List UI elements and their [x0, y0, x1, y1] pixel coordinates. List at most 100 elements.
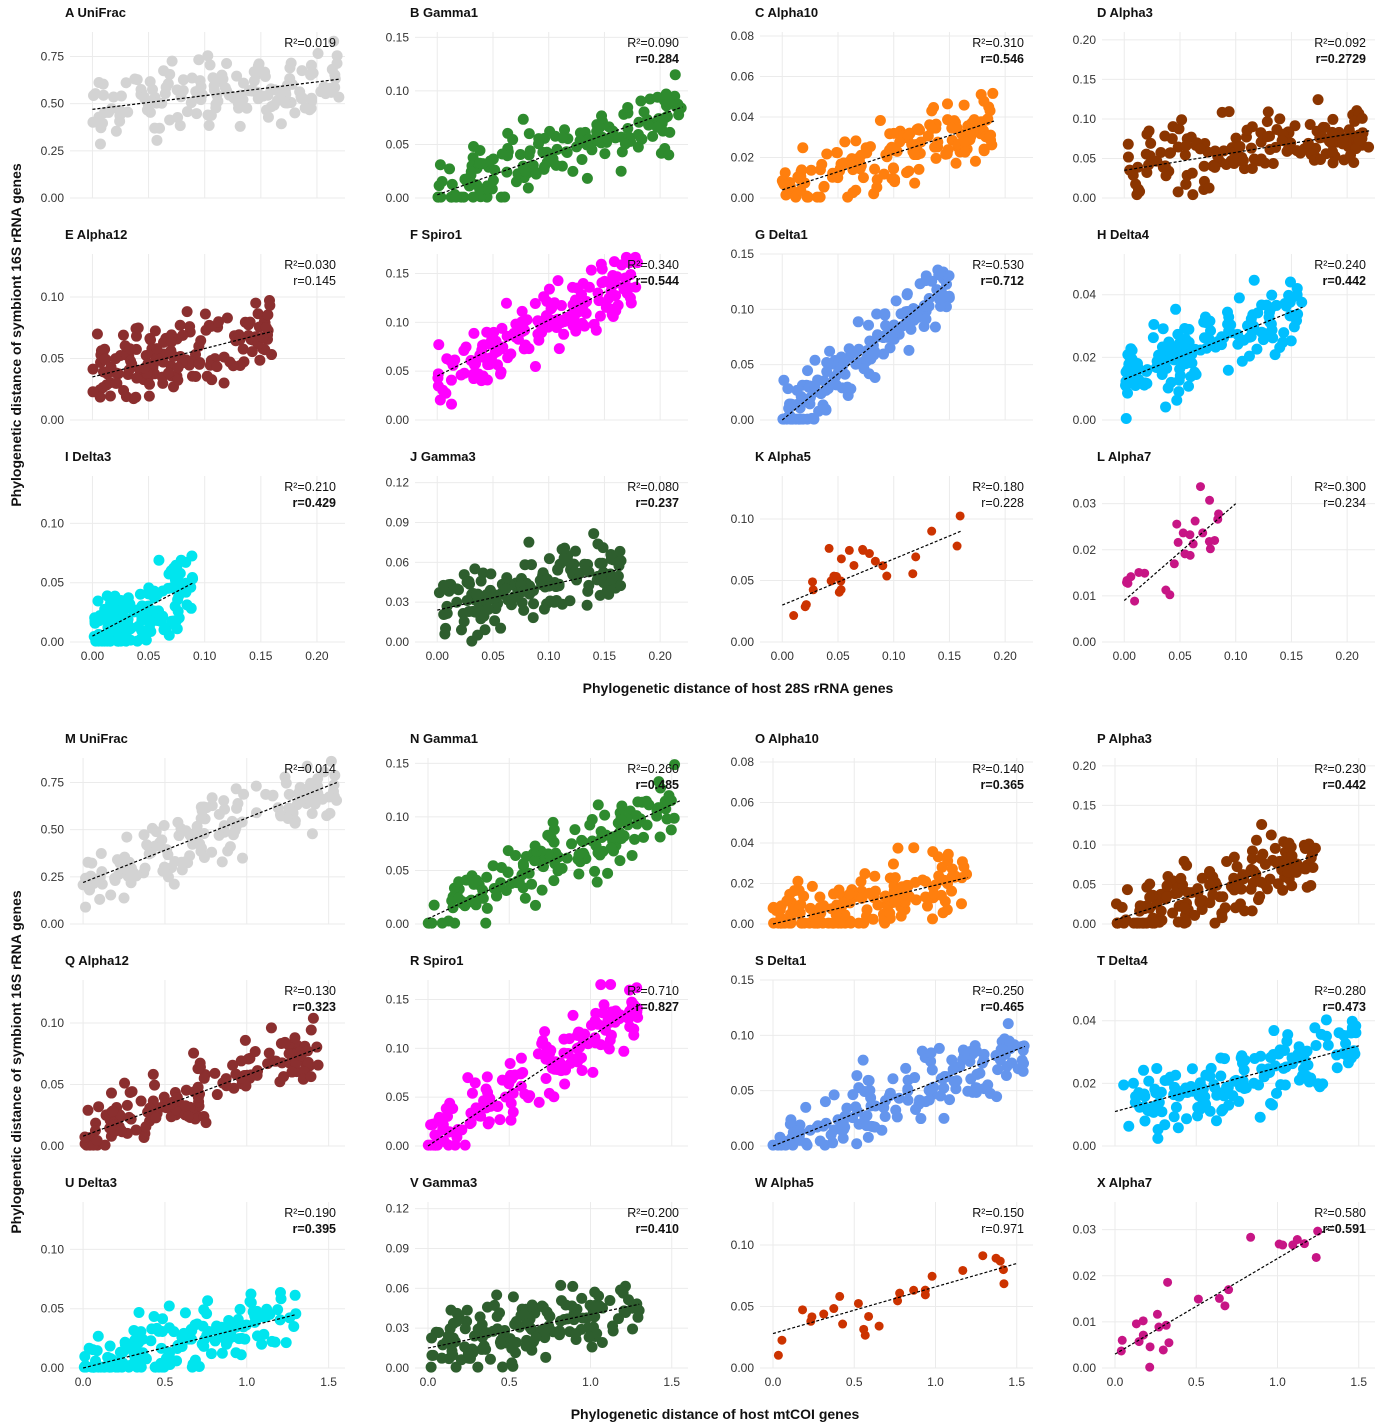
data-point	[944, 1094, 956, 1106]
data-point	[958, 99, 970, 111]
data-point	[809, 354, 821, 366]
y-tick-label: 0.06	[386, 555, 410, 569]
data-point	[447, 1317, 459, 1329]
data-point	[429, 1139, 441, 1151]
data-point	[930, 152, 942, 164]
data-point	[227, 1059, 239, 1071]
data-point	[203, 1325, 215, 1337]
data-point	[1018, 1040, 1030, 1052]
data-point	[1172, 519, 1182, 529]
data-point	[1268, 1025, 1280, 1037]
data-point	[1173, 537, 1183, 547]
data-point	[93, 77, 105, 89]
r-squared-label: R²=0.200	[627, 1206, 679, 1220]
data-point	[594, 557, 606, 569]
y-tick-label: 0.09	[386, 515, 410, 529]
data-point	[1155, 147, 1167, 159]
panel-title: J Gamma3	[410, 449, 476, 464]
y-axis-title-bottom: Phylogenetic distance of symbiont 16S rR…	[8, 890, 24, 1234]
y-tick-label: 0.00	[1073, 917, 1097, 931]
data-point	[588, 528, 600, 540]
data-point	[795, 413, 807, 425]
data-point	[518, 1308, 530, 1320]
data-point	[80, 901, 92, 913]
data-point	[851, 1070, 863, 1082]
data-point	[504, 1058, 516, 1070]
data-point	[926, 1064, 938, 1076]
data-point	[555, 1279, 567, 1291]
data-point	[524, 1322, 536, 1334]
data-point	[114, 110, 126, 122]
data-point	[781, 895, 793, 907]
data-point	[126, 1086, 138, 1098]
y-tick-label: 0.05	[386, 137, 410, 151]
data-point	[260, 788, 272, 800]
data-point	[594, 310, 606, 322]
data-point	[236, 1332, 248, 1344]
data-point	[1343, 124, 1355, 136]
data-point	[582, 1038, 594, 1050]
data-point	[166, 582, 178, 594]
data-point	[1172, 916, 1184, 928]
x-tick-label: 0.20	[993, 649, 1017, 663]
data-point	[486, 183, 498, 195]
y-tick-label: 0.03	[386, 595, 410, 609]
data-point	[244, 1296, 256, 1308]
y-tick-label: 0.20	[1073, 759, 1097, 773]
data-point	[887, 858, 899, 870]
panel-title: B Gamma1	[410, 5, 478, 20]
data-point	[216, 1347, 228, 1359]
data-point	[1144, 891, 1156, 903]
data-point	[876, 1124, 888, 1136]
data-point	[978, 95, 990, 107]
y-tick-label: 0.00	[386, 191, 410, 205]
data-point	[500, 884, 512, 896]
data-point	[533, 138, 545, 150]
data-point	[1282, 866, 1294, 878]
data-point	[1141, 881, 1153, 893]
data-point	[1238, 163, 1250, 175]
data-point	[107, 616, 119, 628]
r-value-label: r=0.395	[293, 1222, 336, 1236]
data-point	[773, 1350, 783, 1360]
y-tick-label: 0.15	[731, 247, 755, 261]
data-point	[623, 282, 635, 294]
data-point	[1203, 182, 1215, 194]
data-point	[549, 297, 561, 309]
regression-line	[437, 274, 639, 377]
data-point	[140, 1121, 152, 1133]
data-point	[491, 1289, 503, 1301]
data-point	[802, 365, 814, 377]
data-point	[978, 145, 990, 157]
data-point	[262, 309, 274, 321]
data-point	[605, 979, 617, 991]
data-point	[241, 102, 253, 114]
data-point	[207, 72, 219, 84]
data-point	[1284, 276, 1296, 288]
y-tick-label: 0.15	[386, 993, 410, 1007]
data-point	[1246, 121, 1258, 133]
data-point	[661, 813, 673, 825]
data-point	[145, 625, 157, 637]
data-point	[481, 589, 493, 601]
data-point	[1122, 151, 1134, 163]
data-point	[1267, 332, 1279, 344]
data-point	[224, 356, 236, 368]
data-point	[502, 150, 514, 162]
data-point	[955, 898, 967, 910]
data-point	[189, 1354, 201, 1366]
data-point	[176, 864, 188, 876]
regression-line	[92, 78, 340, 110]
data-point	[864, 549, 874, 559]
data-point	[82, 873, 94, 885]
data-point	[1199, 1091, 1211, 1103]
data-point	[558, 328, 570, 340]
data-point	[218, 795, 230, 807]
data-point	[886, 141, 898, 153]
data-point	[151, 343, 163, 355]
data-point	[1181, 1113, 1193, 1125]
data-point	[125, 1113, 137, 1125]
data-point	[1172, 1122, 1184, 1134]
data-point	[664, 126, 676, 138]
data-point	[847, 187, 859, 199]
